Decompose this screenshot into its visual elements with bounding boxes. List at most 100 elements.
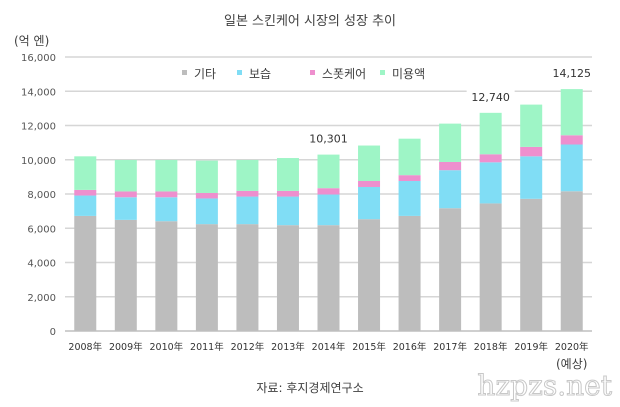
bar-stack: [317, 154, 340, 331]
bar-segment-serum: [398, 138, 421, 176]
x-tick-note: (예상): [556, 357, 587, 371]
bar-segment-other: [560, 191, 583, 331]
bar-stack: [479, 112, 502, 331]
x-tick-label: 2009年: [109, 341, 143, 353]
x-axis-ticks: 2008年 2009年 2010年 2011年 2012年 2013年 2014年 2015年…: [68, 341, 589, 371]
x-tick-label: 2014年: [312, 341, 346, 353]
bar-segment-moisturizing: [398, 180, 421, 216]
chart-title: 일본 스킨케어 시장의 성장 추이: [224, 14, 396, 29]
y-tick-label: 0: [50, 327, 56, 338]
data-label-background: [547, 66, 596, 82]
legend-label: 스폿케어: [322, 67, 366, 81]
bar-segment-other: [74, 215, 97, 331]
bar-segment-moisturizing: [520, 156, 543, 199]
legend: 기타 보습 스폿케어 미용액: [170, 65, 450, 81]
x-tick-label: 2013年: [271, 341, 305, 353]
bar-segment-moisturizing: [74, 195, 97, 216]
x-tick-label: 2019年: [514, 341, 548, 353]
bar-segment-serum: [479, 112, 502, 155]
bar-stack: [236, 159, 259, 331]
bar-segment-other: [439, 208, 462, 331]
legend-item: 스폿케어: [310, 67, 366, 81]
bar-segment-serum: [236, 159, 259, 191]
legend-swatch: [237, 70, 242, 75]
bar-segment-other: [520, 198, 543, 331]
bar-segment-spot-care: [114, 191, 137, 198]
bar-segment-other: [195, 224, 218, 331]
y-tick-label: 12,000: [21, 122, 56, 133]
bar-segment-spot-care: [560, 135, 583, 145]
bar-segment-serum: [276, 158, 299, 191]
bar-segment-spot-care: [236, 190, 259, 197]
source-note: 자료: 후지경제연구소: [256, 381, 363, 395]
bar-segment-moisturizing: [195, 198, 218, 225]
bar-segment-moisturizing: [358, 186, 381, 220]
x-tick-label: 2016年: [393, 341, 427, 353]
bar-segment-spot-care: [155, 191, 178, 198]
bar-segment-other: [358, 219, 381, 331]
bar-segment-spot-care: [439, 161, 462, 171]
bar-stack: [195, 160, 218, 331]
bar-segment-serum: [439, 123, 462, 162]
bar-segment-moisturizing: [439, 170, 462, 209]
bar-segment-other: [155, 221, 178, 331]
legend-label: 기타: [194, 67, 216, 81]
bar-segment-moisturizing: [155, 197, 178, 222]
bar-segment-spot-care: [195, 192, 218, 199]
bar-stack: [439, 123, 462, 331]
bar-stack: [114, 159, 137, 331]
bar-segment-other: [317, 225, 340, 331]
legend-item: 미용액: [380, 67, 425, 81]
bar-segment-moisturizing: [317, 194, 340, 226]
legend-swatch: [182, 70, 187, 75]
bar-segment-spot-care: [74, 189, 97, 196]
bar-segment-spot-care: [358, 180, 381, 187]
bar-segment-moisturizing: [276, 196, 299, 226]
y-axis-ticks: 0 2,000 4,000 6,000 8,000 10,000 12,000 14,000 1…: [21, 53, 56, 338]
bar-segment-serum: [317, 154, 340, 189]
bar-segment-other: [276, 225, 299, 331]
data-label: 10,301: [309, 133, 348, 146]
bar-stack: [276, 158, 299, 331]
x-tick-label: 2018年: [474, 341, 508, 353]
bar-stack: [560, 89, 583, 331]
y-tick-label: 4,000: [27, 259, 56, 270]
bar-stack: [74, 156, 97, 331]
legend-swatch: [380, 70, 385, 75]
x-tick-label: 2010年: [150, 341, 184, 353]
data-label: 14,125: [552, 67, 591, 80]
bar-segment-serum: [155, 159, 178, 192]
bar-segment-serum: [74, 156, 97, 190]
y-tick-label: 10,000: [21, 156, 56, 167]
bar-segment-serum: [114, 159, 137, 192]
y-axis-unit-label: (억 엔): [14, 34, 49, 48]
bar-segment-moisturizing: [479, 162, 502, 204]
x-tick-label: 2015年: [352, 341, 386, 353]
bars: [74, 89, 583, 331]
x-tick-label: 2020年: [555, 341, 589, 353]
data-label-background: [466, 89, 515, 105]
y-tick-label: 2,000: [27, 293, 56, 304]
bar-segment-serum: [358, 145, 381, 181]
data-labels: 10,301 12,740 14,125: [304, 66, 596, 147]
y-tick-label: 16,000: [21, 53, 56, 64]
bar-segment-other: [398, 215, 421, 331]
bar-stack: [520, 104, 543, 331]
watermark: hzpzs.net: [477, 369, 612, 402]
bar-segment-serum: [560, 89, 583, 136]
x-tick-label: 2012年: [231, 341, 265, 353]
bar-segment-spot-care: [479, 154, 502, 163]
bar-segment-serum: [195, 160, 218, 193]
legend-label: 보습: [249, 67, 271, 81]
bar-stack: [358, 145, 381, 331]
bar-stack: [155, 159, 178, 331]
y-tick-label: 14,000: [21, 87, 56, 98]
data-label: 12,740: [471, 91, 510, 104]
legend-item: 보습: [237, 67, 271, 81]
bar-segment-serum: [520, 104, 543, 147]
x-tick-label: 2008年: [68, 341, 102, 353]
bar-segment-moisturizing: [236, 196, 259, 225]
bar-segment-spot-care: [398, 175, 421, 181]
bar-segment-other: [479, 203, 502, 331]
